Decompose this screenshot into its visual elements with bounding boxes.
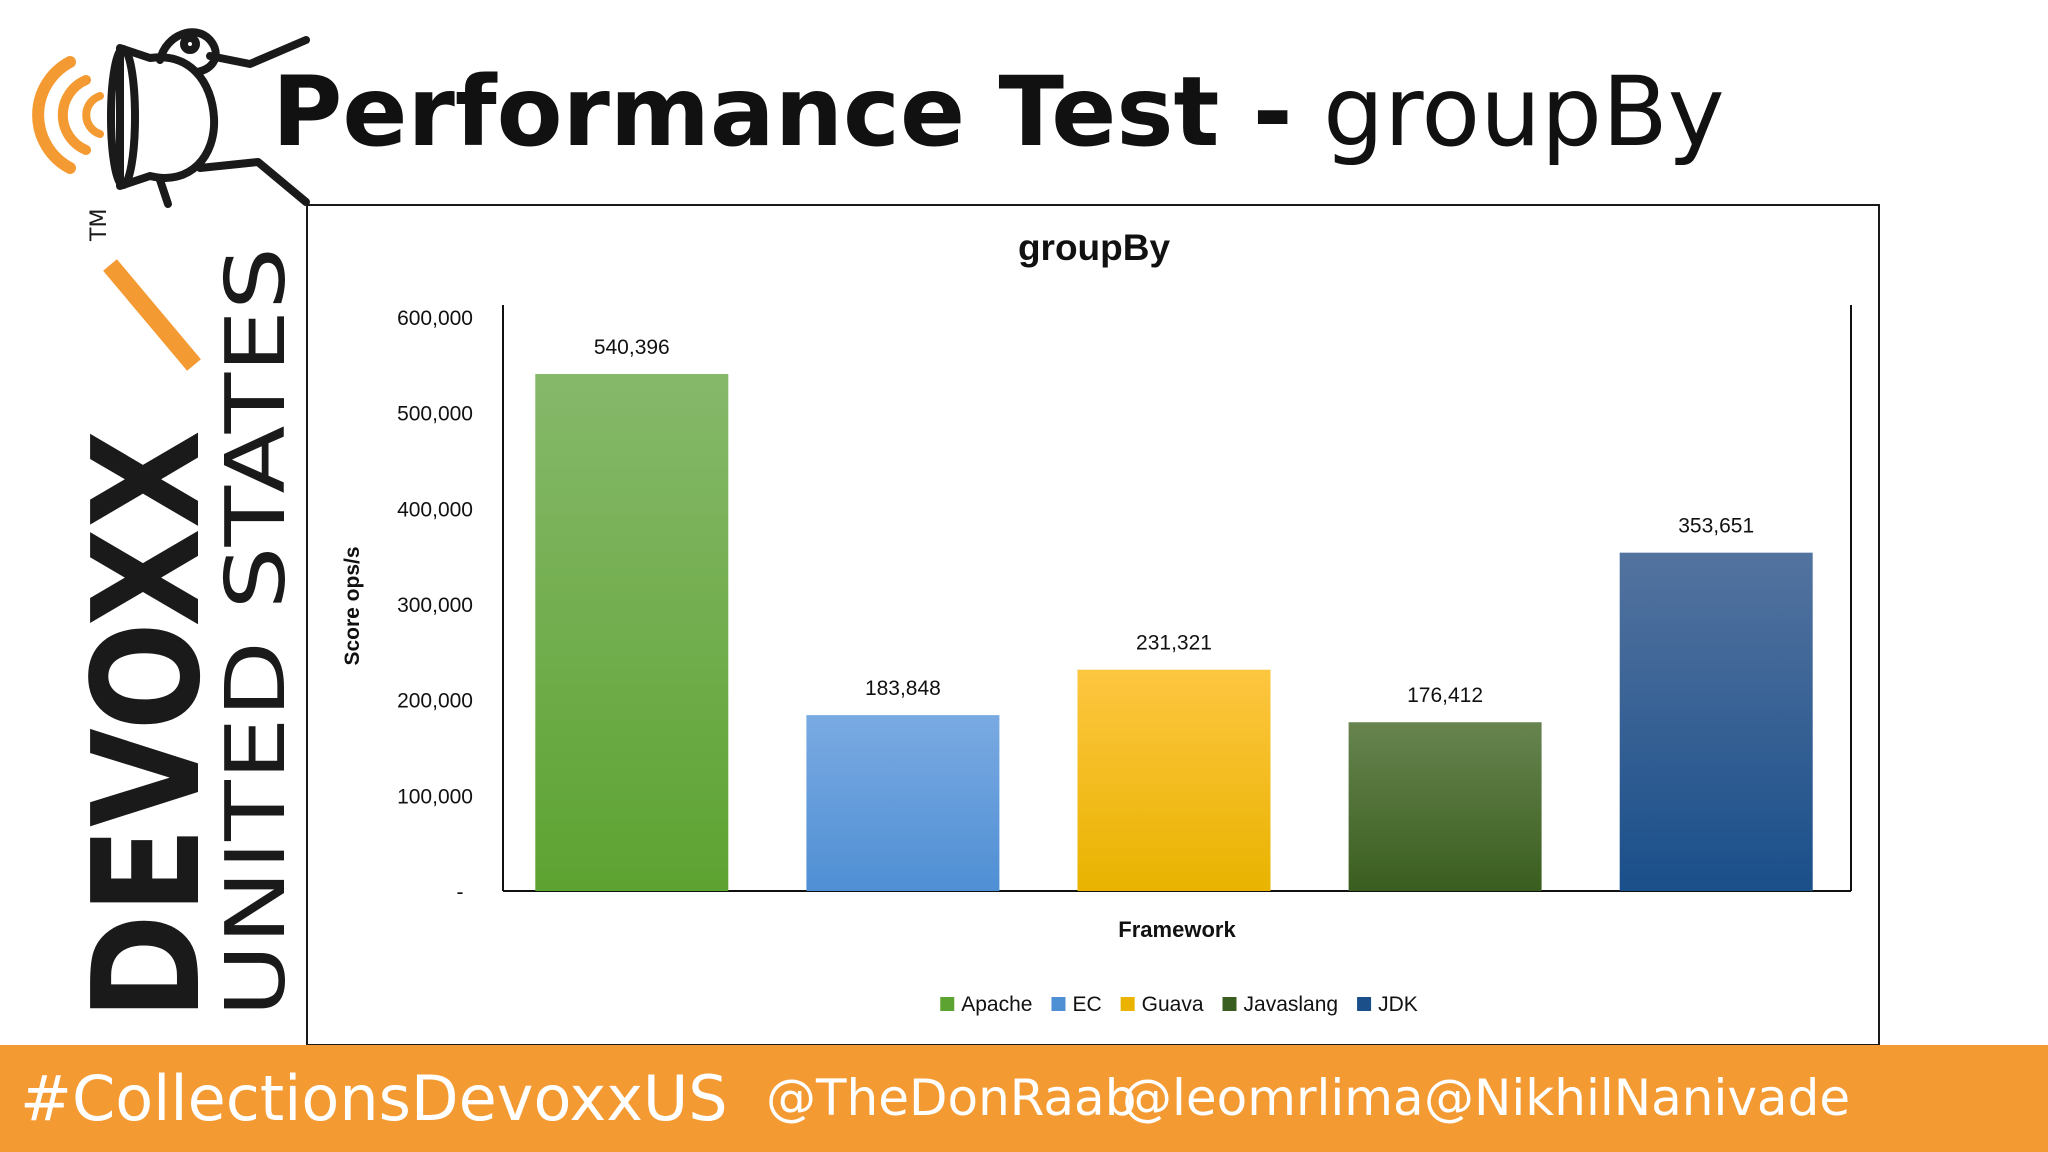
y-tick-label: 200,000 — [397, 690, 473, 713]
bar-apache — [535, 374, 729, 891]
y-tick-label: 300,000 — [397, 594, 473, 617]
legend-swatch — [1051, 997, 1066, 1011]
y-axis-label: Score ops/s — [341, 546, 364, 665]
bar-value-label: 183,848 — [865, 677, 941, 700]
footer-hashtag: #CollectionsDevoxxUS — [20, 1062, 728, 1135]
trademark-text: TM — [87, 209, 112, 242]
bar-jdk — [1619, 552, 1813, 891]
bar-chart: groupBy Score ops/s Framework - 100,000 20… — [341, 227, 1852, 1016]
legend-swatch — [940, 997, 955, 1011]
bar-javaslang — [1348, 722, 1542, 891]
y-tick-label: 600,000 — [397, 307, 473, 330]
brand-x-accent-icon — [103, 259, 201, 371]
signal-arcs-icon — [32, 56, 104, 174]
legend-label: EC — [1072, 993, 1101, 1016]
bar-guava — [1077, 669, 1271, 891]
bar-ec — [806, 715, 1000, 891]
y-tick-label: - — [457, 881, 464, 904]
brand-vertical-wordmark: DEVOXX UNITED STATES TM — [80, 209, 300, 1020]
chart-title: groupBy — [1018, 227, 1171, 268]
legend-label: Apache — [961, 993, 1032, 1016]
slide-title-regular: groupBy — [1292, 56, 1725, 168]
legend-swatch — [1357, 997, 1372, 1011]
legend-swatch — [1120, 997, 1135, 1011]
chart-legend: Apache EC Guava Javaslang JDK — [940, 993, 1418, 1016]
footer-handle: @leomrlima — [1122, 1069, 1424, 1127]
legend-label: Guava — [1142, 993, 1204, 1016]
legend-label: JDK — [1378, 993, 1418, 1016]
y-tick-label: 100,000 — [397, 785, 473, 808]
devoxx-logo — [32, 28, 310, 208]
y-tick-label: 500,000 — [397, 403, 473, 426]
brand-devoxx-text: DEVOXX — [80, 430, 233, 1020]
legend-label: Javaslang — [1244, 993, 1339, 1016]
bar-value-label: 353,651 — [1678, 515, 1754, 538]
bar-value-label: 231,321 — [1136, 632, 1212, 655]
y-tick-label: 400,000 — [397, 498, 473, 521]
brand-united-states-text: UNITED STATES — [209, 247, 300, 1017]
legend-swatch — [1222, 997, 1237, 1011]
bar-value-label: 540,396 — [594, 336, 670, 359]
bar-value-label: 176,412 — [1407, 684, 1483, 707]
footer-handle: @TheDonRaab — [766, 1069, 1137, 1127]
x-axis-label: Framework — [1118, 917, 1236, 942]
footer-bar: #CollectionsDevoxxUS @TheDonRaab @leomrl… — [0, 1045, 2048, 1152]
footer-handle: @NikhilNanivade — [1424, 1069, 1851, 1127]
slide-title-bold: Performance Test - — [272, 56, 1293, 168]
mascot-icon — [107, 28, 310, 208]
slide-title: Performance Test - groupBy — [272, 52, 1725, 172]
chart-frame: groupBy Score ops/s Framework - 100,000 20… — [306, 204, 1880, 1046]
